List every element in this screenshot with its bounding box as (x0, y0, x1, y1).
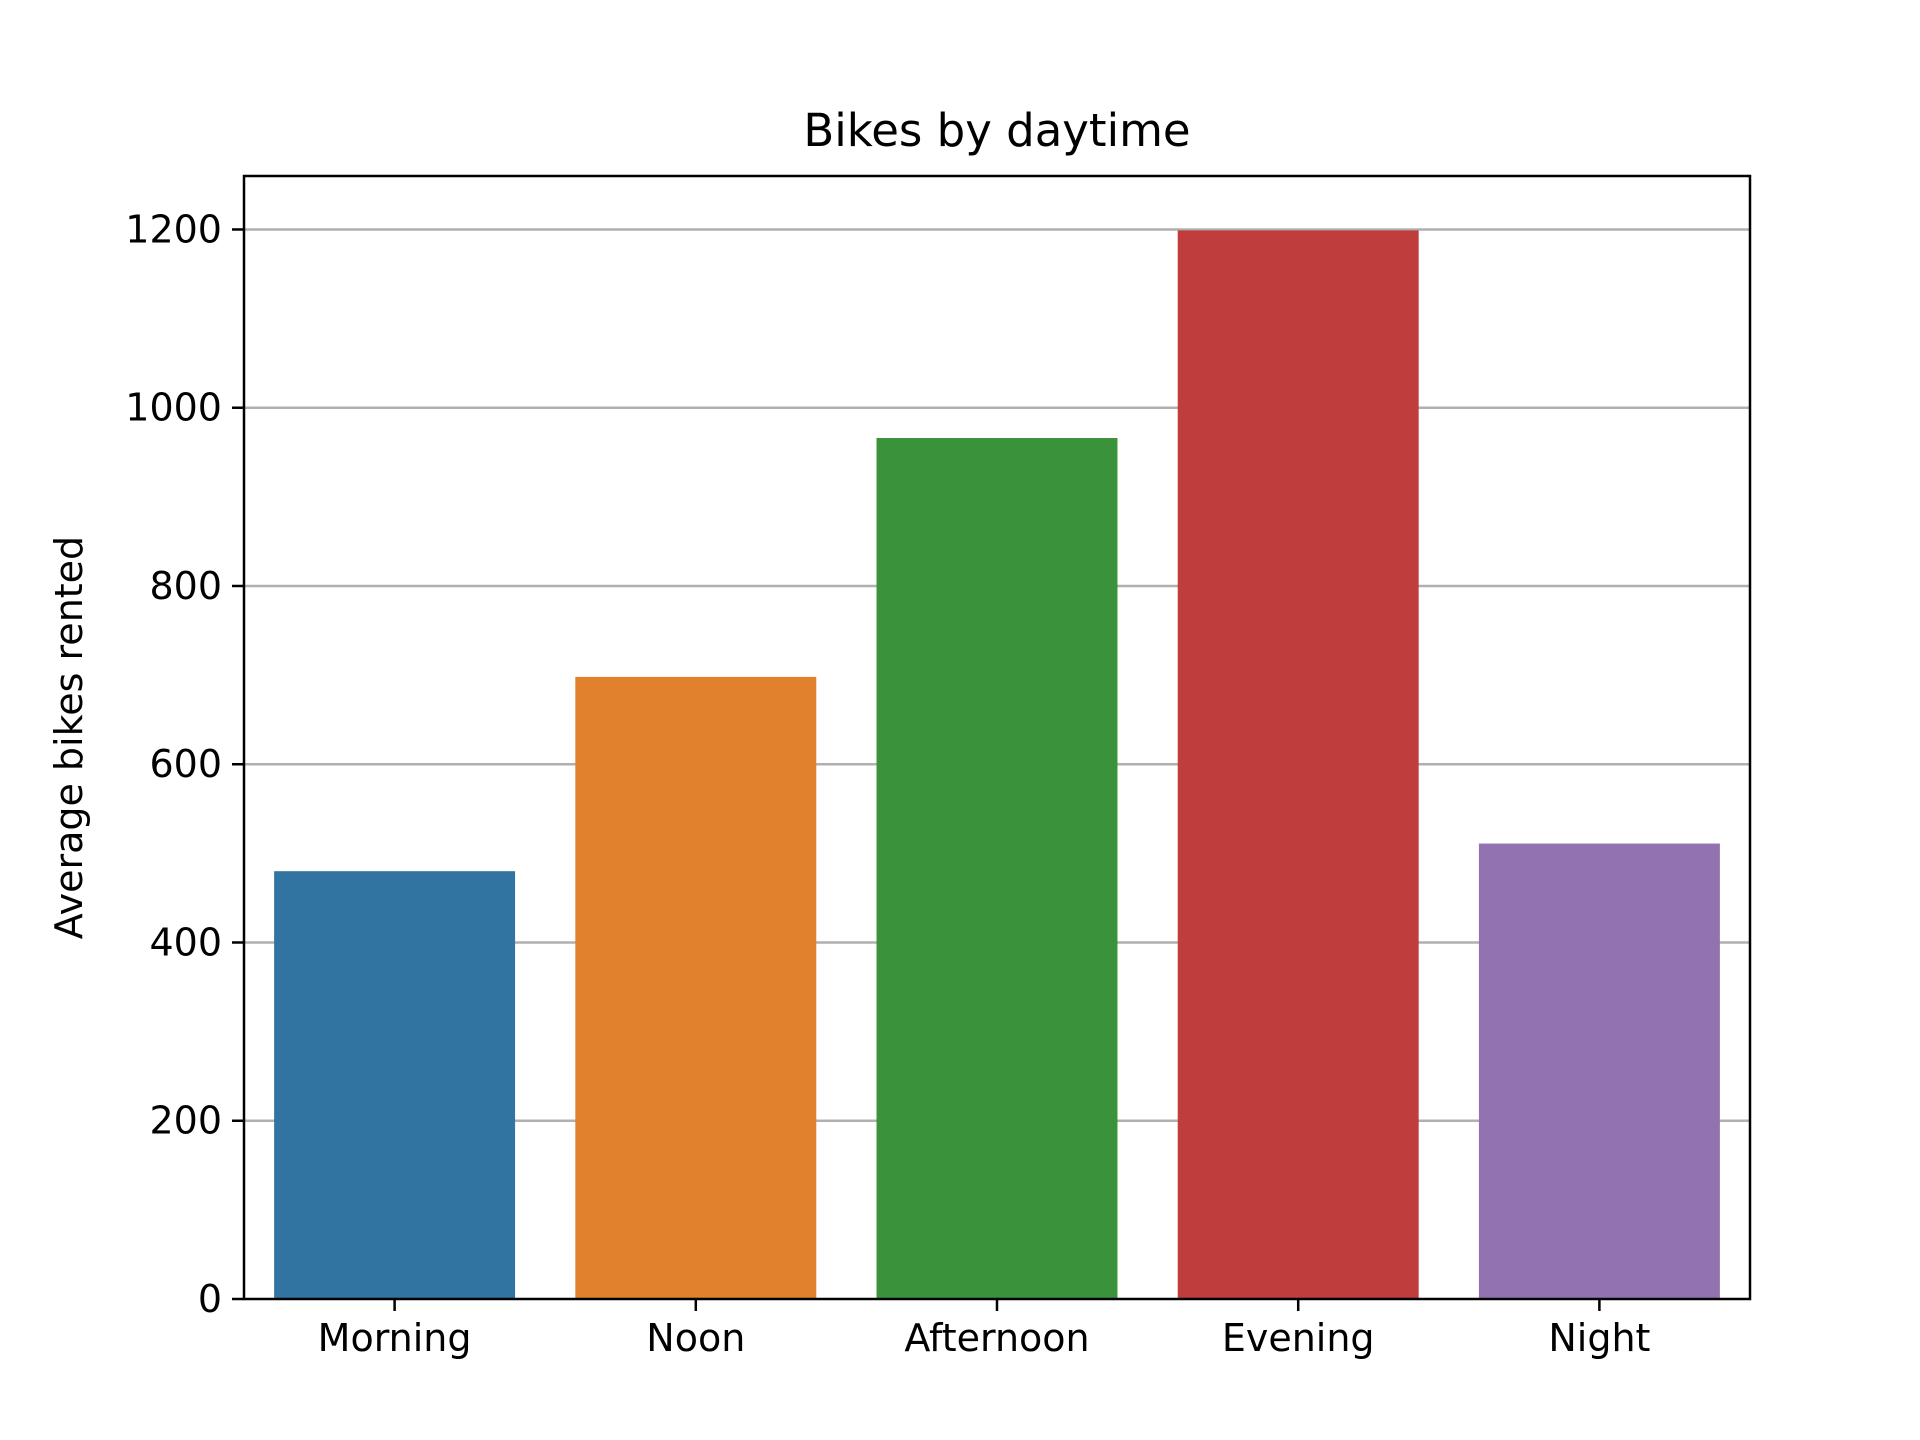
y-tick-label: 200 (149, 1099, 222, 1143)
y-tick-label: 0 (198, 1277, 222, 1321)
chart-title: Bikes by daytime (803, 104, 1190, 157)
y-tick-label: 800 (149, 564, 222, 608)
x-tick-label: Afternoon (904, 1316, 1089, 1360)
bar-night (1478, 843, 1720, 1299)
x-axis-ticks: Morning Noon Afternoon Evening Night (318, 1299, 1650, 1360)
y-axis-ticks: 0 200 400 600 800 1000 1200 (125, 207, 244, 1321)
x-tick-label: Night (1548, 1316, 1650, 1360)
bar-noon (575, 676, 817, 1299)
y-axis-label: Average bikes rented (47, 536, 91, 939)
bar-morning (274, 871, 516, 1299)
x-tick-label: Noon (646, 1316, 745, 1360)
y-tick-label: 400 (149, 920, 222, 964)
bars (274, 230, 1720, 1300)
bar-evening (1177, 230, 1419, 1300)
bar-afternoon (876, 438, 1118, 1299)
x-tick-label: Morning (318, 1316, 472, 1360)
y-tick-label: 1000 (125, 386, 222, 430)
y-tick-label: 600 (149, 742, 222, 786)
x-tick-label: Evening (1222, 1316, 1375, 1360)
y-tick-label: 1200 (125, 207, 222, 251)
